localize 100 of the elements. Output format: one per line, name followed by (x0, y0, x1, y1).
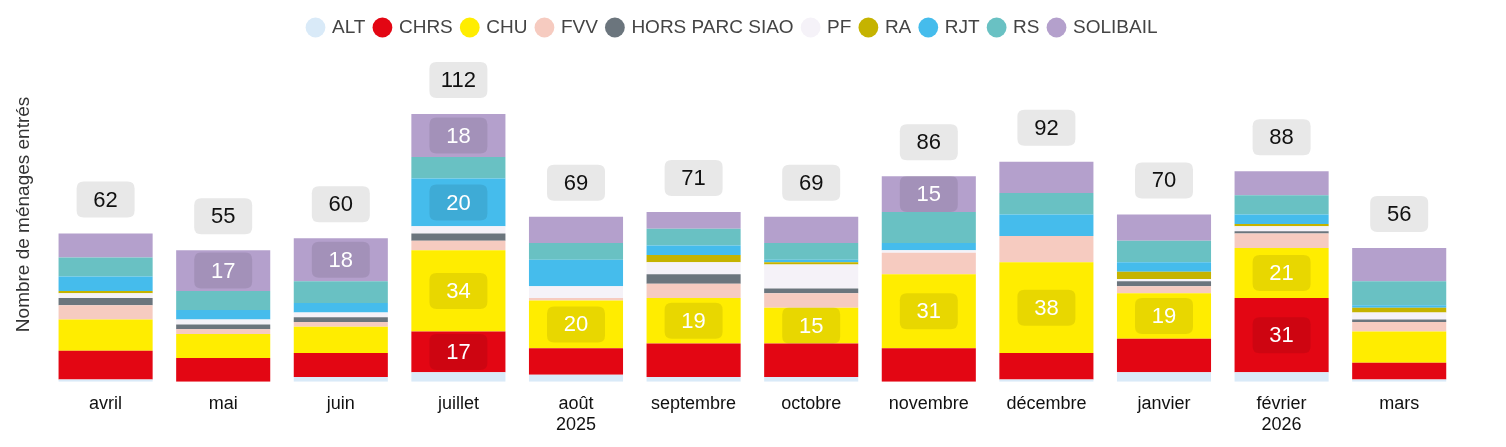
bar (293, 322, 388, 327)
x-tick-label: août 2025 (555, 392, 597, 435)
bar (999, 235, 1094, 263)
bar (1234, 247, 1329, 299)
bar (176, 329, 271, 334)
bar (646, 212, 741, 229)
bar (1116, 271, 1212, 279)
bar (999, 192, 1094, 215)
bar (411, 233, 506, 241)
bar (411, 226, 506, 234)
bar (176, 324, 271, 330)
data-label: 15 (916, 181, 942, 207)
bar (646, 262, 741, 275)
bar (1116, 262, 1212, 272)
bar (528, 216, 624, 244)
bar (528, 243, 624, 260)
bar (528, 300, 624, 349)
data-label: 21 (1269, 260, 1294, 286)
bar (764, 264, 859, 289)
bar (1234, 231, 1329, 234)
bar (764, 243, 859, 260)
bar (764, 307, 859, 344)
bar (1234, 195, 1329, 215)
bar (881, 348, 976, 382)
total-label: 92 (1034, 114, 1059, 140)
bar (999, 262, 1094, 354)
bar (1234, 298, 1329, 373)
bar (764, 216, 859, 244)
x-tick-label: septembre (651, 392, 737, 413)
total-label: 62 (93, 186, 118, 212)
bar (293, 353, 388, 378)
total-label: 55 (210, 203, 236, 229)
legend-label: FVV (560, 15, 599, 37)
bar (1116, 286, 1212, 294)
bar (1234, 214, 1329, 224)
x-tick-label: avril (89, 392, 123, 413)
bar (1352, 322, 1447, 332)
bar (411, 178, 506, 227)
legend-label: HORS PARC SIAO (631, 15, 794, 37)
bar (1234, 233, 1329, 248)
data-label: 20 (446, 189, 471, 215)
bar (58, 293, 153, 299)
legend-label: ALT (332, 15, 366, 37)
bar (176, 333, 271, 358)
total-label: 86 (916, 129, 942, 155)
data-label: 20 (563, 311, 589, 337)
data-label: 15 (798, 312, 824, 338)
legend-label: RJT (944, 15, 981, 37)
bar (999, 161, 1094, 193)
bar (1234, 372, 1329, 382)
bar (176, 310, 271, 320)
bar (1352, 247, 1447, 282)
legend-label: CHU (486, 15, 528, 37)
bar (293, 312, 388, 318)
total-label: 56 (1386, 200, 1412, 226)
bar (881, 176, 976, 213)
bar (411, 240, 506, 251)
bar (411, 372, 506, 382)
bar (58, 319, 153, 351)
x-tick-label: novembre (888, 392, 969, 413)
bar (1116, 372, 1212, 382)
x-tick-label: octobre (781, 392, 842, 413)
bar (646, 255, 741, 263)
bar (58, 305, 153, 320)
bar (528, 259, 624, 287)
bar (58, 233, 153, 258)
bar (1352, 305, 1447, 308)
x-tick-label: mai (208, 392, 238, 413)
bar (528, 348, 624, 375)
bar (881, 252, 976, 275)
bar (58, 276, 153, 291)
bar (411, 331, 506, 373)
bar (411, 157, 506, 179)
x-tick-label: juin (325, 392, 355, 413)
y-axis-title: Nombre de ménages entrés (11, 96, 33, 333)
bar (1352, 362, 1447, 380)
data-label: 18 (446, 122, 471, 148)
bar (411, 113, 506, 158)
total-label: 69 (563, 169, 589, 195)
bar (1116, 293, 1212, 339)
bar (1234, 171, 1329, 196)
data-label: 38 (1034, 294, 1059, 320)
bar (293, 302, 388, 313)
legend-label: SOLIBAIL (1073, 15, 1158, 37)
data-label: 31 (1269, 322, 1294, 348)
total-label: 112 (440, 67, 476, 93)
total-label: 88 (1269, 124, 1294, 150)
bar (646, 245, 741, 256)
x-tick-label: février 2026 (1256, 392, 1307, 435)
data-label: 17 (446, 338, 471, 364)
data-label: 34 (446, 277, 471, 303)
legend-label: RS (1013, 15, 1040, 37)
bar (646, 274, 741, 284)
bar (881, 250, 976, 253)
data-label: 18 (328, 246, 354, 272)
legend-label: RA (884, 15, 912, 37)
total-label: 70 (1151, 167, 1177, 193)
bar (881, 243, 976, 251)
data-label: 19 (681, 307, 706, 333)
data-label: 19 (1151, 303, 1177, 329)
